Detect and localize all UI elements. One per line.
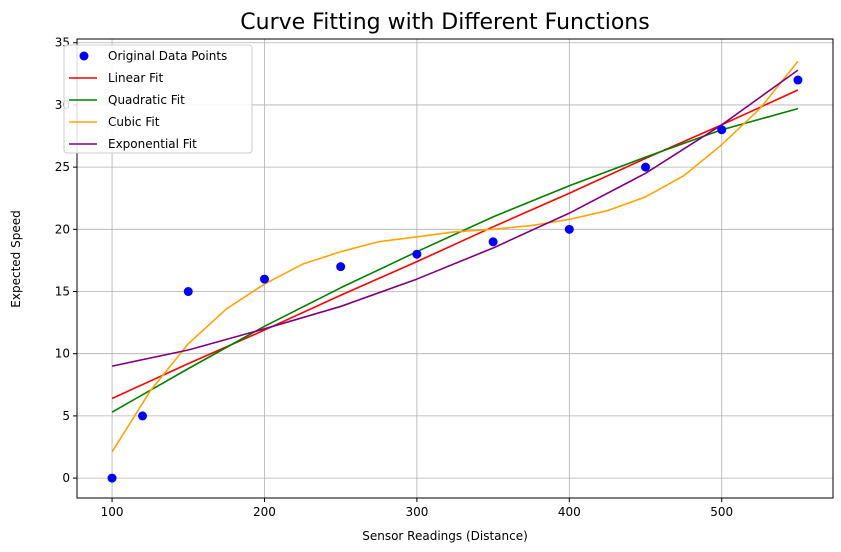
x-tick-label: 500	[710, 505, 733, 519]
series-line-cubic-fit	[111, 60, 799, 453]
data-point	[259, 274, 269, 284]
legend-marker	[79, 51, 89, 61]
y-tick-label: 5	[62, 409, 70, 423]
data-point	[717, 125, 727, 135]
data-point	[564, 224, 574, 234]
legend-label: Quadratic Fit	[108, 93, 185, 107]
y-tick-label: 15	[55, 285, 70, 299]
legend-label: Cubic Fit	[108, 115, 160, 129]
x-axis-title: Sensor Readings (Distance)	[362, 529, 528, 543]
data-point	[107, 473, 117, 483]
y-tick-label: 10	[55, 347, 70, 361]
y-tick-label: 0	[62, 471, 70, 485]
data-point	[412, 249, 422, 259]
data-point	[793, 75, 803, 85]
legend-label: Linear Fit	[108, 71, 163, 85]
data-point	[183, 287, 193, 297]
data-point	[336, 262, 346, 272]
x-tick-label: 100	[101, 505, 124, 519]
x-tick-label: 400	[558, 505, 581, 519]
data-points	[107, 75, 803, 483]
data-point	[488, 237, 498, 247]
y-tick-label: 25	[55, 160, 70, 174]
chart-title: Curve Fitting with Different Functions	[240, 10, 649, 35]
x-tick-label: 300	[405, 505, 428, 519]
series-line-exponential-fit	[111, 69, 799, 367]
series-line-quadratic-fit	[111, 107, 799, 413]
data-point	[641, 162, 651, 172]
legend-box	[63, 44, 253, 154]
legend: Original Data Points Linear Fit Quadratic …	[63, 44, 253, 154]
y-axis-title: Expected Speed	[9, 210, 23, 307]
legend-label: Exponential Fit	[108, 137, 197, 151]
x-tick-label: 200	[253, 505, 276, 519]
data-point	[138, 411, 148, 421]
series-layer	[111, 60, 799, 453]
plot-frame	[76, 38, 834, 499]
legend-label: Original Data Points	[108, 49, 227, 63]
y-tick-label: 20	[55, 222, 70, 236]
